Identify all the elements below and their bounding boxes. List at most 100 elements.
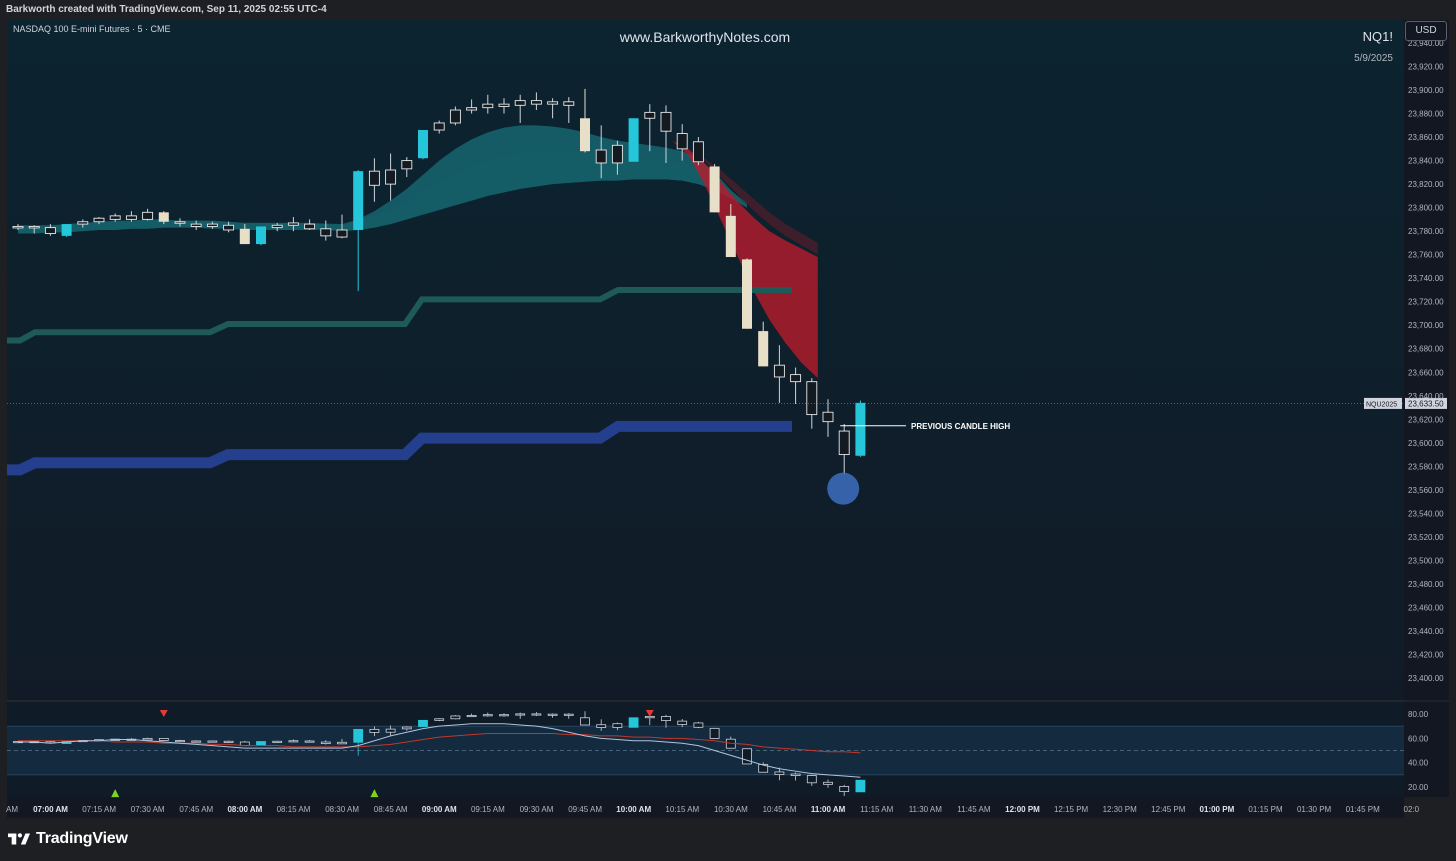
candle-body[interactable] — [855, 402, 866, 456]
time-tick-label: 12:30 PM — [1103, 805, 1138, 814]
time-tick-label: 09:15 AM — [471, 805, 505, 814]
oscillator-candle — [709, 727, 720, 739]
candle-body[interactable] — [239, 228, 250, 245]
tradingview-logo[interactable]: TradingView — [8, 830, 128, 848]
candle-body[interactable] — [223, 224, 235, 231]
time-tick-label: 08:15 AM — [277, 805, 311, 814]
time-tick-label: 01:30 PM — [1297, 805, 1332, 814]
candle-body[interactable] — [644, 111, 656, 119]
price-tick-label: 23,460.00 — [1408, 603, 1444, 612]
time-tick-label: 11:45 AM — [957, 805, 991, 814]
candle-body[interactable] — [142, 211, 154, 220]
candle-body[interactable] — [595, 149, 607, 164]
oscillator-candle — [823, 781, 833, 785]
time-tick-label: 07:00 AM — [33, 805, 68, 814]
level-line-green — [7, 286, 792, 344]
candle-body[interactable] — [660, 111, 672, 132]
candle-body[interactable] — [790, 374, 802, 383]
tradingview-logo-icon — [8, 833, 30, 845]
candle-body[interactable] — [401, 160, 413, 170]
candle-body[interactable] — [12, 225, 24, 229]
oscillator-candle — [353, 728, 364, 743]
candle-body[interactable] — [822, 411, 834, 423]
currency-button[interactable]: USD — [1405, 21, 1447, 41]
brand-text: TradingView — [36, 830, 128, 847]
candle-body[interactable] — [611, 144, 623, 164]
oscillator-candle — [320, 741, 331, 744]
price-pane[interactable] — [7, 20, 1404, 700]
candle-body[interactable] — [773, 364, 785, 378]
candle-body[interactable] — [368, 170, 380, 186]
candle-body[interactable] — [676, 133, 688, 150]
candle-body[interactable] — [580, 118, 590, 152]
oscillator-candle — [774, 771, 785, 775]
time-tick-label: 11:00 AM — [811, 805, 846, 814]
candle-body[interactable] — [206, 223, 218, 227]
candle-body[interactable] — [449, 109, 461, 124]
candle-body[interactable] — [28, 225, 40, 229]
candle-body[interactable] — [304, 223, 316, 230]
candle-body[interactable] — [320, 228, 332, 237]
price-tick-label: 23,700.00 — [1408, 321, 1444, 330]
price-tick-label: 23,640.00 — [1408, 392, 1444, 401]
previous-candle-high-label: PREVIOUS CANDLE HIGH — [911, 422, 1010, 431]
price-tick-label: 23,480.00 — [1408, 580, 1444, 589]
oscillator-candle — [596, 724, 607, 728]
candle-body[interactable] — [709, 166, 720, 213]
candle-body[interactable] — [563, 101, 575, 106]
candle-body[interactable] — [498, 103, 510, 107]
candle-body[interactable] — [287, 222, 299, 226]
oscillator-candle — [369, 728, 380, 733]
candle-body[interactable] — [758, 331, 769, 367]
time-tick-label: 07:30 AM — [131, 805, 165, 814]
oscillator-candle — [531, 713, 542, 716]
oscillator-candle — [742, 748, 752, 765]
candle-body[interactable] — [353, 171, 364, 230]
candle-body[interactable] — [466, 107, 478, 111]
time-tick-label: 10:00 AM — [616, 805, 651, 814]
candle-body[interactable] — [838, 430, 850, 456]
candle-body[interactable] — [271, 224, 283, 229]
candle-body[interactable] — [77, 221, 89, 225]
candle-body[interactable] — [628, 118, 639, 162]
chart-canvas[interactable]: NQU2025 23,633.50 PREVIOUS CANDLE HIGH 23,… — [0, 0, 1456, 818]
price-tick-label: 23,420.00 — [1408, 650, 1444, 659]
candle-body[interactable] — [336, 229, 348, 238]
candle-body[interactable] — [158, 212, 169, 222]
signal-circle-marker — [827, 472, 860, 505]
candle-body[interactable] — [418, 130, 428, 159]
candle-body[interactable] — [93, 217, 105, 223]
candle-body[interactable] — [433, 122, 445, 131]
candle-body[interactable] — [725, 215, 736, 258]
instrument-label: NASDAQ 100 E-mini Futures · 5 · CME — [13, 24, 171, 34]
last-price-tag — [1405, 397, 1447, 409]
candle-body[interactable] — [174, 221, 186, 224]
time-tick-label: 12:00 PM — [1005, 805, 1040, 814]
watermark-url: www.BarkworthyNotes.com — [619, 29, 790, 45]
candle-body[interactable] — [514, 100, 526, 106]
time-tick-label: 09:45 AM — [568, 805, 602, 814]
candle-body[interactable] — [256, 226, 266, 245]
time-axis[interactable] — [7, 797, 1404, 818]
oscillator-candle — [806, 775, 817, 784]
candle-body[interactable] — [482, 103, 494, 109]
candle-body[interactable] — [61, 224, 72, 236]
candle-body[interactable] — [109, 215, 121, 220]
candle-body[interactable] — [547, 101, 559, 105]
time-tick-label: 09:30 AM — [520, 805, 554, 814]
candle-body[interactable] — [190, 223, 202, 227]
candle-body[interactable] — [806, 381, 818, 416]
oscillator-candle — [337, 741, 347, 745]
candle-body[interactable] — [742, 259, 752, 329]
price-tick-label: 23,600.00 — [1408, 439, 1444, 448]
candle-body[interactable] — [44, 227, 56, 234]
candle-body[interactable] — [692, 141, 704, 163]
candle-body[interactable] — [530, 100, 542, 105]
oscillator-candle — [223, 740, 234, 743]
time-tick-label: 08:30 AM — [325, 805, 359, 814]
time-tick-label: 01:45 PM — [1346, 805, 1381, 814]
price-tick-label: 23,820.00 — [1408, 180, 1444, 189]
candle-body[interactable] — [385, 169, 397, 185]
candle-body[interactable] — [125, 215, 137, 220]
price-tick-label: 23,560.00 — [1408, 486, 1444, 495]
